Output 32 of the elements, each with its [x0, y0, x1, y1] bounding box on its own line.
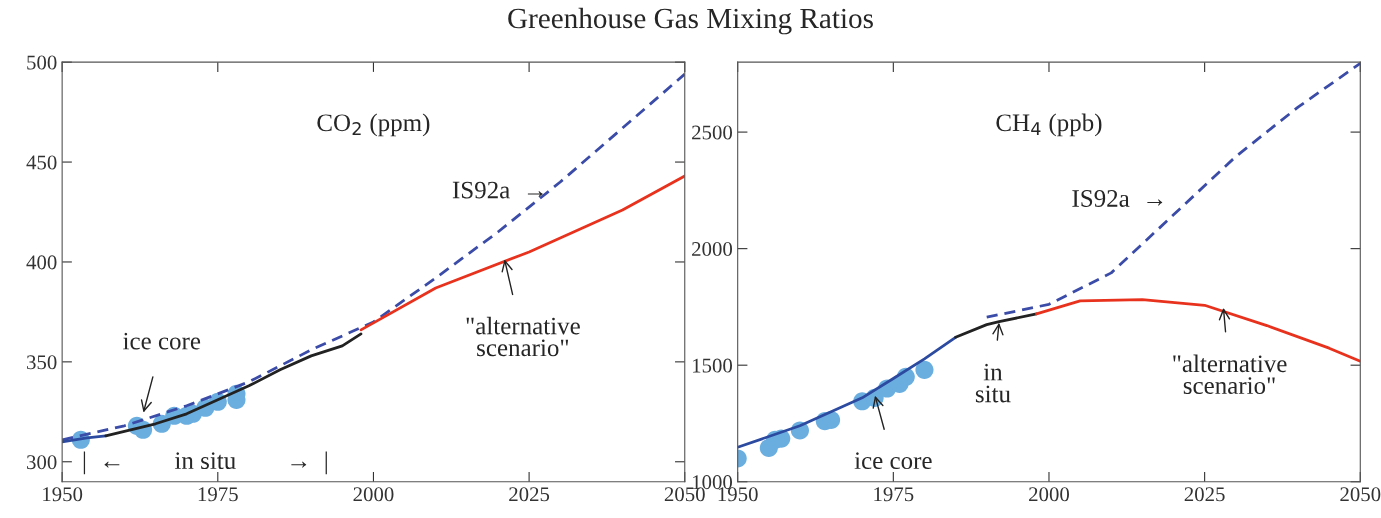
annotation: ice core: [854, 452, 932, 470]
annotation: ice core: [123, 332, 201, 350]
text: CH$_{4}$ (ppb): [996, 113, 1102, 137]
x-tick-label: 1975: [874, 487, 914, 502]
chart-title: Greenhouse Gas Mixing Ratios: [508, 7, 873, 35]
line-series: [985, 62, 1361, 319]
y-tick-label: 500: [27, 55, 57, 70]
annotation: "alternative scenario": [466, 316, 580, 357]
annotation: | ← in situ → |: [83, 451, 327, 475]
line-series: [62, 72, 685, 442]
text: CO$_{2}$ (ppm): [317, 113, 430, 137]
annotation: in situ: [975, 363, 1011, 403]
annotation: IS92a →: [1072, 190, 1163, 207]
point: [915, 360, 934, 379]
x-tick-label: 2000: [353, 487, 394, 502]
x-tick-label: 1975: [198, 487, 238, 502]
annotation: IS92a →: [452, 181, 543, 199]
x-tick-label: 2025: [509, 487, 550, 502]
x-tick-label: 1950: [43, 487, 83, 502]
y-tick-label: 450: [26, 155, 57, 170]
y-tick-label: 350: [27, 355, 57, 370]
y-tick-label: 2000: [692, 242, 733, 257]
y-tick-label: 1500: [692, 358, 733, 373]
y-tick-label: 400: [26, 255, 57, 270]
line-series: [104, 332, 363, 438]
annotation: "alternative scenario": [1173, 354, 1287, 395]
x-tick-label: 2025: [1184, 487, 1225, 502]
line-series: [954, 312, 1038, 339]
x-tick-label: 2000: [1029, 487, 1070, 502]
y-tick-label: 2500: [692, 125, 733, 140]
y-tick-label: 300: [27, 455, 57, 470]
x-tick-label: 2050: [1340, 487, 1381, 502]
